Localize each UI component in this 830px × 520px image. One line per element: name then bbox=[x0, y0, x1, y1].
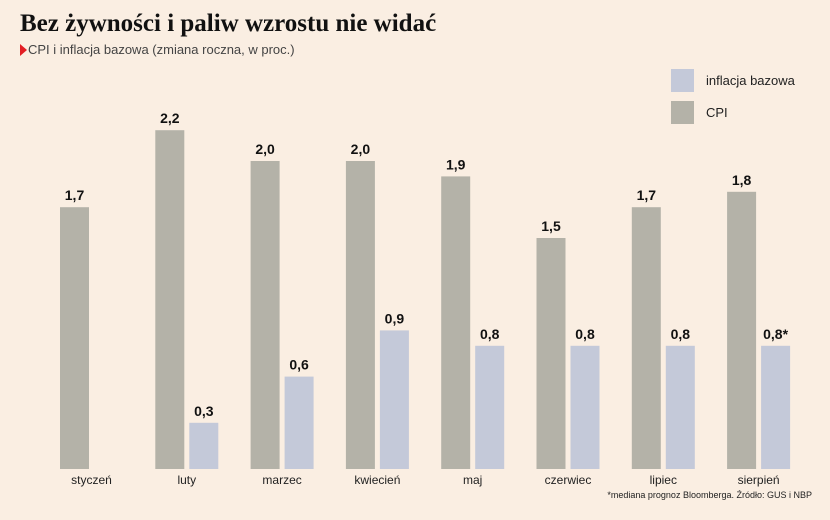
data-label-cpi: 1,8 bbox=[732, 172, 752, 188]
bar-cpi bbox=[60, 207, 89, 469]
x-tick-label: marzec bbox=[262, 473, 301, 487]
bar-cpi bbox=[345, 161, 375, 469]
data-label-inflacja-bazowa: 0,6 bbox=[289, 357, 309, 373]
legend-swatch-inflacja-bazowa bbox=[671, 68, 694, 92]
bar-cpi bbox=[441, 176, 471, 469]
bar-cpi bbox=[631, 207, 661, 469]
x-tick-label: luty bbox=[177, 473, 196, 487]
x-tick-label: sierpień bbox=[738, 473, 780, 487]
x-tick-label: kwiecień bbox=[354, 473, 400, 487]
data-label-inflacja-bazowa: 0,8 bbox=[671, 326, 691, 342]
data-label-cpi: 2,2 bbox=[160, 110, 180, 126]
bar-inflacja-bazowa bbox=[665, 345, 695, 469]
bar-inflacja-bazowa bbox=[189, 422, 219, 469]
x-tick-label: maj bbox=[463, 473, 482, 487]
data-label-cpi: 2,0 bbox=[255, 141, 275, 157]
bar-inflacja-bazowa bbox=[570, 345, 600, 469]
data-label-inflacja-bazowa: 0,8 bbox=[575, 326, 595, 342]
bar-cpi bbox=[727, 191, 757, 470]
legend-label: inflacja bazowa bbox=[706, 72, 795, 88]
bar-inflacja-bazowa bbox=[761, 345, 791, 469]
legend: inflacja bazowa CPI bbox=[671, 68, 795, 132]
footnote-source: *mediana prognoz Bloomberga. Źródło: GUS… bbox=[607, 490, 812, 500]
legend-item-cpi: CPI bbox=[671, 100, 795, 124]
x-tick-label: styczeń bbox=[71, 473, 112, 487]
bar-cpi bbox=[155, 130, 185, 469]
subtitle-text: CPI i inflacja bazowa (zmiana roczna, w … bbox=[28, 42, 295, 57]
data-label-cpi: 1,9 bbox=[446, 156, 466, 172]
bar-cpi bbox=[250, 161, 280, 469]
data-label-cpi: 1,5 bbox=[541, 218, 561, 234]
chart-subtitle: CPI i inflacja bazowa (zmiana roczna, w … bbox=[20, 42, 295, 57]
legend-item-inflacja-bazowa: inflacja bazowa bbox=[671, 68, 795, 92]
x-tick-label: czerwiec bbox=[545, 473, 592, 487]
data-label-inflacja-bazowa: 0,8* bbox=[763, 326, 788, 342]
legend-label: CPI bbox=[706, 104, 728, 120]
data-label-cpi: 2,0 bbox=[351, 141, 371, 157]
triangle-marker-icon bbox=[20, 44, 27, 56]
data-label-cpi: 1,7 bbox=[637, 187, 657, 203]
data-label-inflacja-bazowa: 0,9 bbox=[385, 310, 405, 326]
bar-inflacja-bazowa bbox=[284, 376, 314, 469]
chart-title: Bez żywności i paliw wzrostu nie widać bbox=[20, 10, 437, 37]
data-label-inflacja-bazowa: 0,8 bbox=[480, 326, 500, 342]
data-label-inflacja-bazowa: 0,3 bbox=[194, 403, 214, 419]
bar-cpi bbox=[536, 238, 566, 469]
bar-inflacja-bazowa bbox=[379, 330, 409, 469]
legend-swatch-cpi bbox=[671, 100, 694, 124]
bar-inflacja-bazowa bbox=[475, 345, 505, 469]
x-tick-label: lipiec bbox=[650, 473, 677, 487]
data-label-cpi: 1,7 bbox=[65, 187, 85, 203]
